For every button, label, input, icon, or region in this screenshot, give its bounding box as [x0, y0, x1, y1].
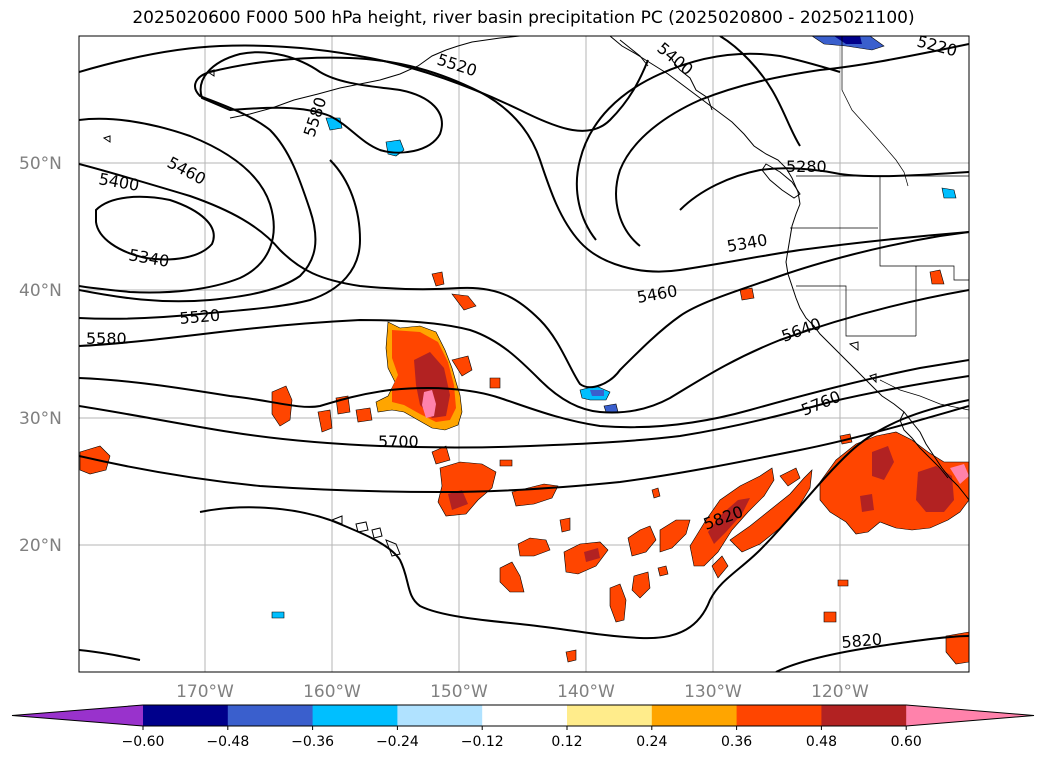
colorbar-swatch	[143, 705, 229, 726]
lat-label-30n: 30°N	[19, 409, 62, 429]
lat-label-50n: 50°N	[19, 154, 62, 174]
contour-label: 5820	[841, 630, 883, 652]
colorbar-tick-label: −0.48	[206, 734, 249, 750]
lon-label-120w: 120°W	[811, 682, 869, 702]
colorbar-tick-label: −0.12	[461, 734, 504, 750]
lon-label-160w: 160°W	[303, 682, 361, 702]
lon-label-140w: 140°W	[557, 682, 615, 702]
map-area	[79, 36, 969, 672]
colorbar-swatch	[227, 705, 314, 726]
lat-label-40n: 40°N	[19, 281, 62, 301]
colorbar-tick-label: 0.24	[636, 734, 667, 750]
colorbar-swatch	[397, 705, 483, 726]
contour-label: 5280	[786, 157, 827, 176]
map-frame	[78, 35, 970, 673]
colorbar-swatch	[821, 705, 907, 726]
colorbar-swatch	[482, 705, 568, 726]
colorbar-tick-label: −0.36	[291, 734, 334, 750]
lon-label-130w: 130°W	[684, 682, 742, 702]
colorbar-extend-min	[12, 705, 143, 726]
colorbar-swatch	[312, 705, 398, 726]
map-title: 2025020600 F000 500 hPa height, river ba…	[132, 8, 915, 28]
colorbar-tick-label: −0.24	[376, 734, 419, 750]
longitude-labels: 170°W 160°W 150°W 140°W 130°W 120°W	[176, 682, 869, 702]
latitude-labels: 50°N 40°N 30°N 20°N	[19, 154, 62, 556]
colorbar-swatch	[567, 705, 653, 726]
colorbar-swatch	[736, 705, 822, 726]
contour-label: 5700	[378, 432, 419, 451]
lat-label-20n: 20°N	[19, 536, 62, 556]
colorbar-tick-label: 0.60	[891, 734, 922, 750]
contour-label: 5580	[86, 329, 127, 348]
contour-label: 5520	[179, 306, 221, 328]
colorbar-tick-label: 0.48	[806, 734, 837, 750]
colorbar-tick-label: 0.12	[551, 734, 582, 750]
colorbar-swatch	[651, 705, 738, 726]
colorbar-tick-label: 0.36	[721, 734, 752, 750]
colorbar-extend-max	[906, 705, 1034, 726]
lon-label-150w: 150°W	[430, 682, 488, 702]
colorbar: −0.60 −0.48 −0.36 −0.24 −0.12 0.12 0.24 0.36 0.4…	[11, 704, 1035, 750]
lon-label-170w: 170°W	[176, 682, 234, 702]
precip-fill-layer	[79, 36, 969, 665]
height-contours	[79, 36, 969, 672]
colorbar-tick-label: −0.60	[122, 734, 165, 750]
